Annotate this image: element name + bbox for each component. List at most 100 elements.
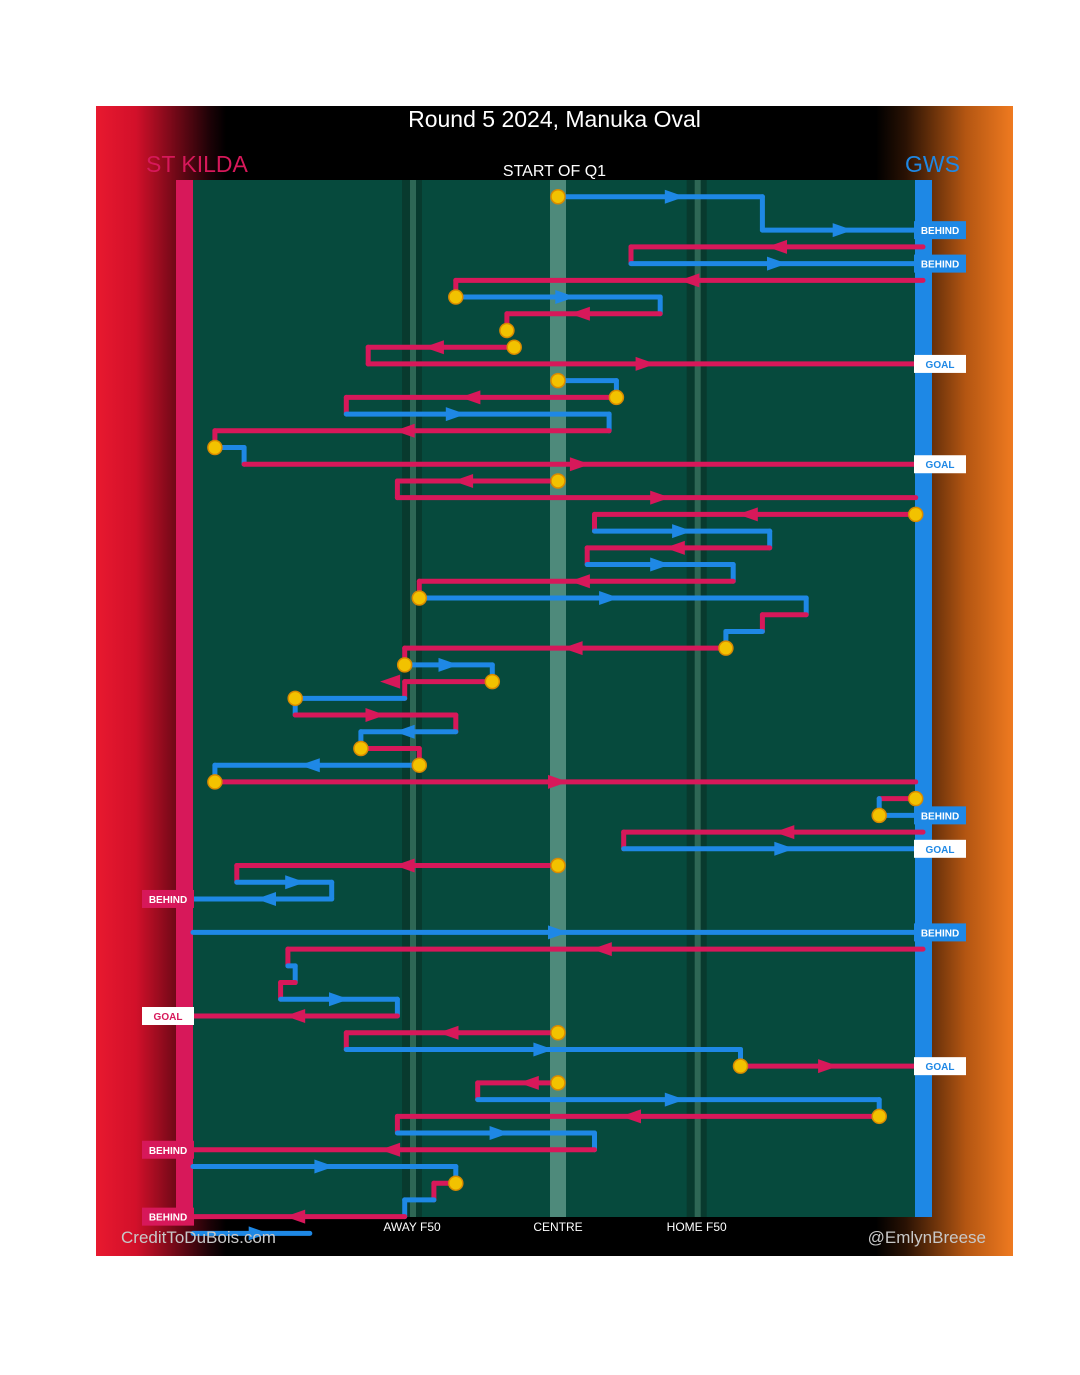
outcome-badge-12 [914,1057,966,1076]
stoppage-marker-7-0 [907,790,924,807]
chain-12-arrow-2 [818,1059,839,1074]
outcome-label-14: BEHIND [149,1213,187,1224]
chain-1-arrow-0 [767,239,787,254]
stoppage-marker-5-0 [550,473,566,489]
outcome-label-3: GOAL [926,360,955,371]
chain-1-arrow-1 [767,256,787,271]
chain-13-arrow-1 [664,1092,685,1107]
chain-6-arrow-12 [548,774,568,789]
stoppage-marker-2-1 [499,322,515,339]
chain-6-arrow-6 [562,641,583,656]
outcome-badge-7 [914,806,966,825]
chain-6-arrow-5 [599,591,620,605]
outcome-badge-10 [914,923,966,942]
outcome-label-9: BEHIND [149,895,187,906]
chain-3-arrow-0 [423,340,444,355]
stoppage-marker-6-5 [287,690,303,707]
stoppage-marker-2-0 [448,289,464,305]
chain-5-arrow-0 [453,473,474,488]
credit-left: CreditToDuBois.com [121,1228,276,1247]
chain-9-arrow-0 [394,858,415,873]
chain-8-arrow-0 [774,825,795,840]
chain-13-arrow-0 [518,1075,539,1090]
stoppage-marker-4-2 [207,439,223,456]
stoppage-marker-6-4 [484,673,501,690]
centre-band [550,180,566,1217]
home-goal-line [176,180,193,1217]
chart-subtitle: START OF Q1 [502,163,607,180]
outcome-badge-11 [142,1007,194,1025]
chain-6-arrow-2 [664,540,685,555]
chain-2-arrow-1 [555,290,576,305]
chain-6-arrow-4 [569,574,590,589]
chain-4-arrow-3 [569,457,590,472]
stoppage-marker-3-0 [506,339,522,355]
chart-frame: BEHIND BEHIND GOAL GOAL BEHIND GOAL BEHIND BEHI… [96,106,1013,1256]
chain-12-arrow-0 [438,1025,459,1040]
chain-9-arrow-1 [285,875,306,890]
outcome-label-12: GOAL [926,1062,955,1073]
stoppage-marker-4-1 [608,389,625,406]
chain-2-arrow-2 [569,306,590,321]
chain-15-arrow-0 [248,1226,269,1241]
chain-2-arrow-0 [679,273,700,288]
chain-9-arrow-2 [256,891,276,906]
stoppage-marker-4-0 [550,372,566,389]
stoppage-marker-6-0 [907,506,924,523]
chain-3-arrow-1 [635,356,656,371]
outcome-label-11: GOAL [154,1012,183,1023]
away-goal-line [915,180,932,1217]
outcome-badge-4 [914,455,966,474]
chain-6-arrow-3 [650,557,671,572]
stoppage-marker-12-0 [550,1024,566,1041]
stoppage-marker-6-1 [411,590,428,606]
chain-4-arrow-1 [445,407,466,422]
chain-11-arrow-2 [285,1009,306,1023]
stoppage-marker-6-2 [718,640,734,656]
chain-5-arrow-1 [650,490,671,505]
stoppage-marker-0-0 [550,188,566,205]
chain-6-arrow-9 [365,708,386,723]
chain-14-arrow-0 [314,1159,335,1174]
outcome-badge-3 [914,354,966,373]
chain-13-arrow-3 [489,1126,510,1141]
outcome-label-10: BEHIND [921,928,959,939]
credit-right: @EmlynBreese [867,1228,986,1247]
stoppage-marker-6-3 [396,657,413,673]
chain-10-arrow-0 [548,925,568,940]
chain-6-arrow-0 [737,507,758,522]
chain-12-arrow-1 [533,1042,554,1057]
x-tick-label-centre: CENTRE [533,1220,583,1234]
away-team-label: GWS [905,151,960,177]
outcome-badge-9 [142,889,194,908]
outcome-badge-14 [142,1207,194,1226]
stoppage-marker-6-7 [411,757,428,773]
outcome-badge-0 [914,221,966,240]
stoppage-marker-12-1 [732,1058,749,1074]
outcome-label-4: GOAL [926,460,955,471]
chain-14-arrow-1 [285,1209,306,1224]
flow-chart: BEHIND BEHIND GOAL GOAL BEHIND GOAL BEHIND BEHI… [142,180,966,1241]
stoppage-marker-7-1 [871,807,887,824]
chain-11-arrow-1 [329,992,349,1007]
stoppage-marker-13-0 [550,1075,566,1091]
chain-6-arrow-1 [672,524,693,539]
chain-4-arrow-0 [460,390,481,405]
outcome-label-7: BEHIND [921,811,959,822]
stoppage-marker-9-0 [550,857,566,874]
outcome-badge-1 [914,254,966,273]
outcome-label-13: BEHIND [149,1146,187,1157]
chain-6-arrow-11 [299,758,320,773]
chain-11-arrow-0 [591,942,612,957]
outcome-badge-13 [142,1140,194,1159]
x-tick-label-home-f50: HOME F50 [666,1220,727,1234]
chain-13-arrow-4 [380,1142,401,1157]
chain-8-arrow-1 [774,841,795,856]
chain-6-arrow-10 [394,724,415,739]
chain-0-arrow-1 [832,223,853,238]
chain-6-arrow-8 [380,674,401,689]
outcome-label-0: BEHIND [921,226,959,237]
stoppage-marker-6-6 [353,740,369,757]
outcome-badge-8 [914,839,966,858]
stoppage-marker-13-1 [871,1108,887,1125]
